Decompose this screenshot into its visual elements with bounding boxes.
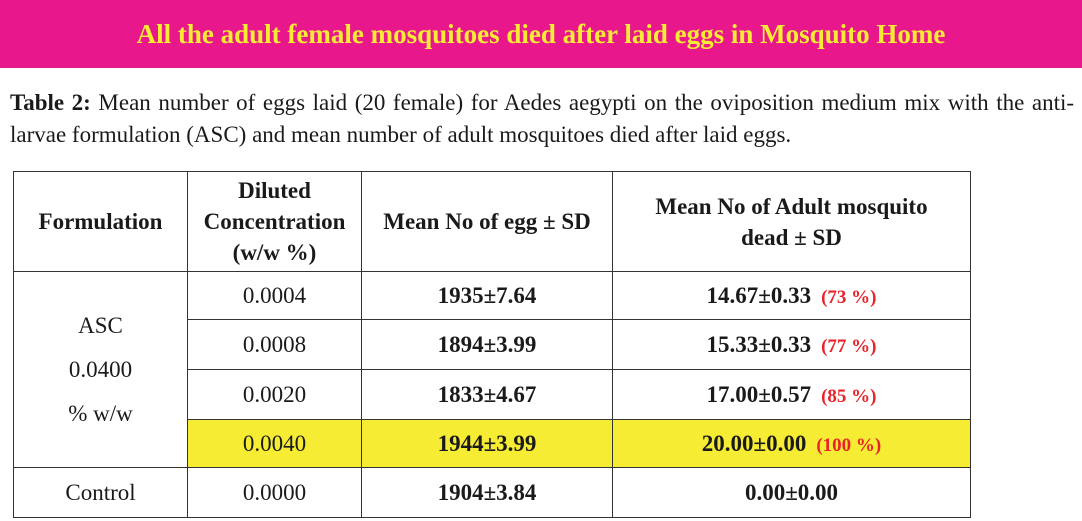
dead-cell: 14.67±0.33 (73 %) xyxy=(612,271,971,320)
concentration-cell: 0.0040 xyxy=(187,419,362,468)
table-row: 0.0008 1894±3.99 15.33±0.33 (77 %) xyxy=(14,319,971,370)
eggs-cell: 1935±7.64 xyxy=(361,271,613,320)
eggs-cell: 1833±4.67 xyxy=(361,369,613,420)
percent-label: (100 %) xyxy=(816,434,882,456)
table-row-control: Control 0.0000 1904±3.84 0.00±0.00 xyxy=(13,467,971,518)
eggs-cell: 1944±3.99 xyxy=(361,419,613,468)
concentration-cell: 0.0020 xyxy=(187,369,362,420)
table-row: ASC 0.0400 % w/w 0.0004 1935±7.64 14.67±… xyxy=(13,271,971,468)
eggs-cell: 1894±3.99 xyxy=(361,319,613,370)
dead-cell: 0.00±0.00 xyxy=(612,467,971,518)
eggs-cell: 1904±3.84 xyxy=(361,467,613,518)
header-eggs: Mean No of egg ± SD xyxy=(361,171,613,272)
concentration-cell: 0.0004 xyxy=(187,271,362,320)
table-caption: Table 2: Mean number of eggs laid (20 fe… xyxy=(10,87,1074,151)
dead-cell: 20.00±0.00 (100 %) xyxy=(612,419,971,468)
percent-label: (85 %) xyxy=(821,385,877,407)
concentration-cell: 0.0000 xyxy=(187,467,362,518)
header-formulation: Formulation xyxy=(13,171,188,272)
formulation-cell: ASC 0.0400 % w/w xyxy=(13,271,188,468)
caption-label: Table 2: xyxy=(10,90,91,115)
dead-cell: 15.33±0.33 (77 %) xyxy=(612,319,971,370)
table-header-row: Formulation Diluted Concentration (w/w %… xyxy=(13,171,971,272)
percent-label: (73 %) xyxy=(821,286,877,308)
caption-text: Mean number of eggs laid (20 female) for… xyxy=(10,90,1075,147)
banner-title: All the adult female mosquitoes died aft… xyxy=(136,18,946,49)
concentration-cell: 0.0008 xyxy=(187,319,362,370)
percent-label: (77 %) xyxy=(821,335,877,357)
header-concentration: Diluted Concentration (w/w %) xyxy=(187,171,362,272)
results-table: Formulation Diluted Concentration (w/w %… xyxy=(13,171,971,518)
title-banner: All the adult female mosquitoes died aft… xyxy=(0,0,1082,68)
dead-cell: 17.00±0.57 (85 %) xyxy=(612,369,971,420)
header-dead: Mean No of Adult mosquito dead ± SD xyxy=(612,171,971,272)
formulation-cell: Control xyxy=(13,467,188,518)
